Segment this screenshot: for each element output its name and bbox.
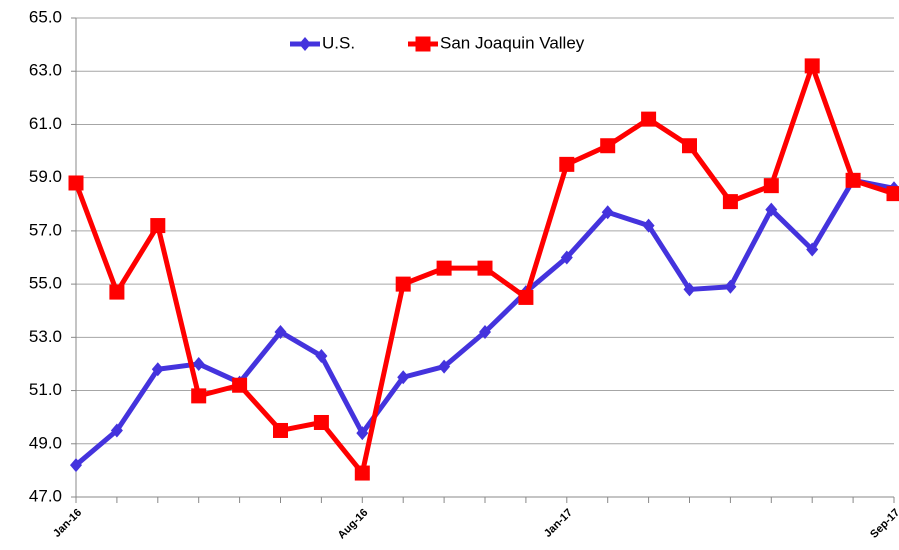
point [151,362,164,377]
point [763,178,779,194]
point [765,202,778,217]
point [313,414,329,430]
point [274,325,287,340]
point [395,276,411,292]
point [559,156,575,172]
x-tick-label: Jan-16 [51,507,84,540]
point [68,175,84,191]
point [806,242,819,257]
point [724,279,737,294]
point [642,218,655,233]
x-tick-label: Aug-16 [336,507,371,542]
point [70,458,82,473]
point [682,138,697,154]
point [722,194,738,210]
point [601,205,614,220]
point [479,325,491,340]
point [273,422,288,438]
y-tick-label: 59.0 [29,167,62,186]
y-tick-label: 65.0 [29,7,62,26]
point [109,284,125,300]
point [110,423,123,438]
point [477,260,493,276]
y-tick-label: 63.0 [29,61,62,80]
y-tick-label: 49.0 [29,433,62,452]
point [191,388,207,404]
point [354,465,370,481]
y-tick-label: 47.0 [29,486,62,505]
point [438,359,451,374]
point [232,377,248,393]
point [804,58,820,74]
y-tick-label: 53.0 [29,327,62,346]
y-tick-label: 55.0 [29,274,62,293]
y-tick-label: 51.0 [29,380,62,399]
point [192,356,205,371]
x-tick-label: Sep-17 [868,507,899,541]
legend-marker [299,37,311,51]
point [315,348,328,363]
legend-label: U.S. [322,33,355,52]
legend-marker [415,36,431,52]
point [356,426,369,441]
y-tick-label: 61.0 [29,114,62,133]
point [845,172,861,188]
series-line [74,177,895,467]
y-tick-label: 57.0 [29,220,62,239]
point [683,282,696,297]
point [397,370,410,385]
point [886,186,899,202]
point [600,138,616,154]
x-tick-label: Jan-17 [542,507,575,540]
point [150,218,166,234]
point [641,111,657,127]
legend-label: San Joaquin Valley [440,33,585,52]
point [560,250,573,265]
point [436,260,452,276]
point [518,289,534,305]
